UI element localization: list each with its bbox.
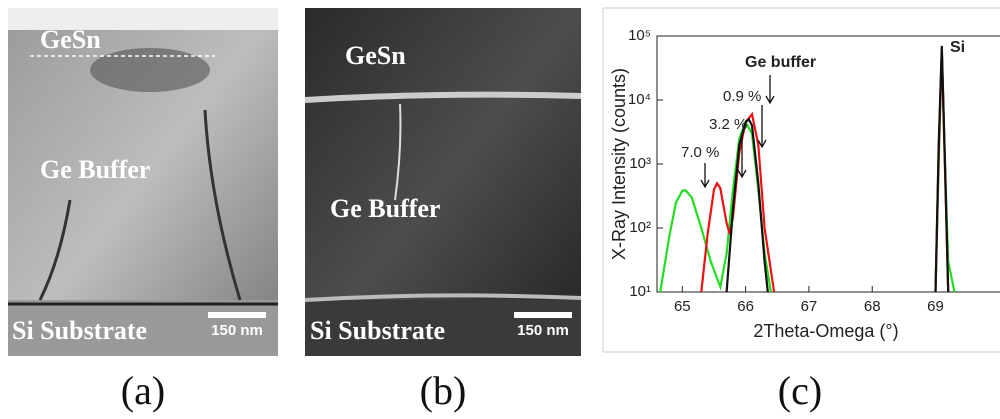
annotation: 3.2 % [709,116,747,133]
caption: (a) [121,368,165,413]
caption: (c) [778,368,822,413]
texture [90,48,210,92]
layer-label: Si Substrate [12,316,147,345]
layer-label: Ge Buffer [330,194,440,223]
layer-label: Ge Buffer [40,155,150,184]
layer-label: GeSn [40,25,101,54]
annotation: 0.9 % [723,88,761,105]
caption: (b) [420,368,467,413]
annotation: Ge buffer [745,54,816,71]
y-tick-label: 10³ [629,155,651,172]
y-tick-label: 10² [629,219,651,236]
figure: GeSn Ge Buffer Si Substrate 150 nm (a) G… [0,0,1000,419]
x-tick-label: 66 [737,298,754,315]
annotation: Si [950,39,965,56]
y-tick-label: 10⁵ [628,27,651,44]
layer-label: GeSn [345,41,406,70]
y-tick-label: 10¹ [629,283,651,300]
annotation: 7.0 % [681,144,719,161]
x-tick-label: 68 [864,298,881,315]
layer-label: Si Substrate [310,316,445,345]
x-axis-label: 2Theta-Omega (°) [753,321,898,341]
scale-label: 150 nm [517,322,569,339]
x-tick-label: 69 [927,298,944,315]
scale-bar [514,312,572,318]
y-axis-label: X-Ray Intensity (counts) [609,68,629,260]
x-tick-label: 67 [801,298,818,315]
figure-svg: GeSn Ge Buffer Si Substrate 150 nm (a) G… [0,0,1000,419]
scale-bar [208,312,266,318]
x-tick-label: 65 [674,298,691,315]
scale-label: 150 nm [211,322,263,339]
y-tick-label: 10⁴ [628,91,651,108]
